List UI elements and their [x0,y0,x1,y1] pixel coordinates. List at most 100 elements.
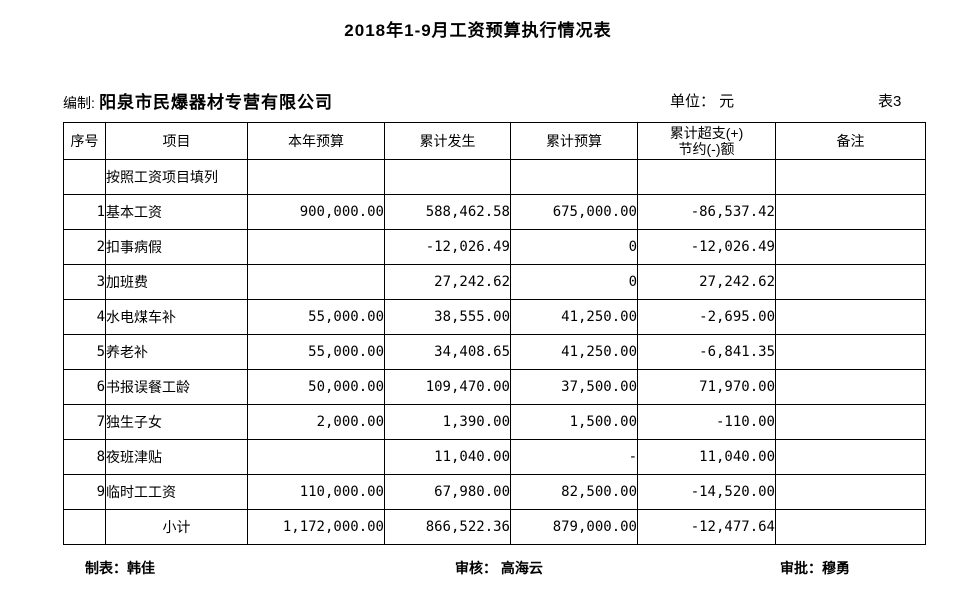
table-cell-cum_budget: - [510,439,638,475]
table-cell-item: 基本工资 [105,194,248,230]
table-cell-cum_budget: 1,500.00 [510,404,638,440]
table-header-cell: 本年预算 [247,122,385,160]
table-cell-item: 书报误餐工龄 [105,369,248,405]
table-cell-note [775,509,926,545]
table-cell-actual: 1,390.00 [384,404,511,440]
unit-label: 单位： 元 [670,93,735,110]
table-cell-no: 6 [63,369,106,405]
table-cell-diff: -110.00 [637,404,776,440]
table-cell-diff: -14,520.00 [637,474,776,510]
page-title: 2018年1-9月工资预算执行情况表 [344,21,612,40]
table-cell-no [63,159,106,195]
prepared-by-label: 编制: [63,95,95,111]
table-cell-note [775,404,926,440]
table-row: 1 基本工资 900,000.00 588,462.58 675,000.00 -86,5… [63,194,926,230]
table-cell-note [775,159,926,195]
table-cell-actual: 109,470.00 [384,369,511,405]
table-cell-item: 临时工工资 [105,474,248,510]
table-cell-cum_budget: 82,500.00 [510,474,638,510]
table-header-cell: 累计发生 [384,122,511,160]
table-cell-cum_budget: 0 [510,264,638,300]
table-header-cell: 累计预算 [510,122,638,160]
table-cell-item: 小计 [105,509,248,545]
table-cell-note [775,474,926,510]
approver-signature: 审批：穆勇 [780,560,850,576]
table-cell-actual: 27,242.62 [384,264,511,300]
table-cell-diff: -6,841.35 [637,334,776,370]
table-cell-diff: 27,242.62 [637,264,776,300]
table-header-cell: 序号 [63,122,106,160]
table-cell-budget: 110,000.00 [247,474,385,510]
table-cell-cum_budget: 0 [510,229,638,265]
table-cell-note [775,264,926,300]
budget-table: 序号 项目 本年预算 累计发生 累计预算 累计超支(+) 节约(-)额 备注 按照工资项目填… [63,122,926,545]
table-cell-no: 7 [63,404,106,440]
reviewer-signature: 审核： 高海云 [455,560,543,576]
table-header-cell: 备注 [775,122,926,160]
table-cell-diff: -2,695.00 [637,299,776,335]
table-cell-item: 按照工资项目填列 [105,159,248,195]
table-cell-item: 加班费 [105,264,248,300]
table-cell-cum_budget [510,159,638,195]
signature-row: 制表：韩佳 审核： 高海云 审批：穆勇 [0,558,956,580]
prepared-by: 编制: 阳泉市民爆器材专营有限公司 [63,88,333,113]
table-row: 2 扣事病假 -12,026.49 0 -12,026.49 [63,229,926,265]
table-row: 8 夜班津贴 11,040.00-11,040.00 [63,439,926,475]
table-cell-no [63,509,106,545]
table-cell-item: 夜班津贴 [105,439,248,475]
table-cell-actual: 34,408.65 [384,334,511,370]
table-row: 小计 1,172,000.00 866,522.36 879,000.00 -12,47… [63,509,926,545]
table-cell-no: 8 [63,439,106,475]
table-cell-diff: 11,040.00 [637,439,776,475]
table-cell-note [775,229,926,265]
table-cell-actual [384,159,511,195]
table-cell-diff [637,159,776,195]
table-cell-note [775,194,926,230]
table-row: 3 加班费 27,242.62 0 27,242.62 [63,264,926,300]
table-cell-diff: -12,026.49 [637,229,776,265]
table-cell-actual: 67,980.00 [384,474,511,510]
table-cell-note [775,439,926,475]
table-cell-cum_budget: 37,500.00 [510,369,638,405]
table-cell-no: 2 [63,229,106,265]
table-cell-budget: 55,000.00 [247,299,385,335]
table-cell-note [775,369,926,405]
prepared-by-company: 阳泉市民爆器材专营有限公司 [99,93,334,112]
table-row: 按照工资项目填列 [63,159,926,195]
table-cell-cum_budget: 675,000.00 [510,194,638,230]
table-header-cell: 累计超支(+) 节约(-)额 [637,122,776,160]
table-cell-cum_budget: 41,250.00 [510,334,638,370]
table-cell-item: 水电煤车补 [105,299,248,335]
table-row: 4 水电煤车补 55,000.00 38,555.00 41,250.00 -2,695.… [63,299,926,335]
table-cell-no: 3 [63,264,106,300]
table-cell-actual: 38,555.00 [384,299,511,335]
meta-row: 编制: 阳泉市民爆器材专营有限公司 单位： 元 表3 [0,88,956,114]
table-row: 6 书报误餐工龄 50,000.00 109,470.00 37,500.00 71,97… [63,369,926,405]
table-cell-diff: 71,970.00 [637,369,776,405]
budget-table-header: 序号 项目 本年预算 累计发生 累计预算 累计超支(+) 节约(-)额 备注 [63,122,926,160]
table-cell-diff: -12,477.64 [637,509,776,545]
table-cell-budget: 1,172,000.00 [247,509,385,545]
table-cell-item: 独生子女 [105,404,248,440]
table-cell-no: 4 [63,299,106,335]
table-cell-budget: 50,000.00 [247,369,385,405]
table-row: 7 独生子女 2,000.00 1,390.00 1,500.00 -110.00 [63,404,926,440]
table-number: 表3 [878,93,902,110]
table-cell-budget: 55,000.00 [247,334,385,370]
table-cell-budget [247,439,385,475]
table-cell-no: 5 [63,334,106,370]
table-cell-actual: -12,026.49 [384,229,511,265]
table-cell-actual: 11,040.00 [384,439,511,475]
table-row: 9 临时工工资 110,000.00 67,980.00 82,500.00 -14,52… [63,474,926,510]
table-cell-item: 养老补 [105,334,248,370]
table-header-row: 序号 项目 本年预算 累计发生 累计预算 累计超支(+) 节约(-)额 备注 [63,122,926,160]
table-cell-note [775,334,926,370]
table-cell-budget: 900,000.00 [247,194,385,230]
maker-signature: 制表：韩佳 [85,560,155,576]
table-cell-budget [247,159,385,195]
table-row: 5 养老补 55,000.00 34,408.65 41,250.00 -6,841.35 [63,334,926,370]
table-cell-no: 1 [63,194,106,230]
table-cell-note [775,299,926,335]
table-cell-item: 扣事病假 [105,229,248,265]
